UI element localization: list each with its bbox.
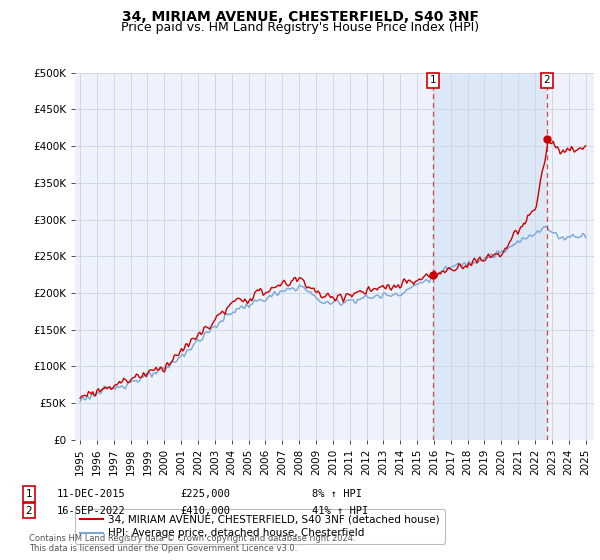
Text: £410,000: £410,000 xyxy=(180,506,230,516)
Text: 41% ↑ HPI: 41% ↑ HPI xyxy=(312,506,368,516)
Text: 8% ↑ HPI: 8% ↑ HPI xyxy=(312,489,362,499)
Text: 16-SEP-2022: 16-SEP-2022 xyxy=(57,506,126,516)
Legend: 34, MIRIAM AVENUE, CHESTERFIELD, S40 3NF (detached house), HPI: Average price, d: 34, MIRIAM AVENUE, CHESTERFIELD, S40 3NF… xyxy=(75,509,445,544)
Bar xyxy=(433,73,547,440)
Text: 2: 2 xyxy=(25,506,32,516)
Text: 1: 1 xyxy=(25,489,32,499)
Text: Price paid vs. HM Land Registry's House Price Index (HPI): Price paid vs. HM Land Registry's House … xyxy=(121,21,479,34)
Text: 2: 2 xyxy=(544,75,550,85)
Text: £225,000: £225,000 xyxy=(180,489,230,499)
Text: Contains HM Land Registry data © Crown copyright and database right 2024.
This d: Contains HM Land Registry data © Crown c… xyxy=(29,534,355,553)
Text: 34, MIRIAM AVENUE, CHESTERFIELD, S40 3NF: 34, MIRIAM AVENUE, CHESTERFIELD, S40 3NF xyxy=(121,10,479,24)
Text: 11-DEC-2015: 11-DEC-2015 xyxy=(57,489,126,499)
Text: 1: 1 xyxy=(430,75,436,85)
